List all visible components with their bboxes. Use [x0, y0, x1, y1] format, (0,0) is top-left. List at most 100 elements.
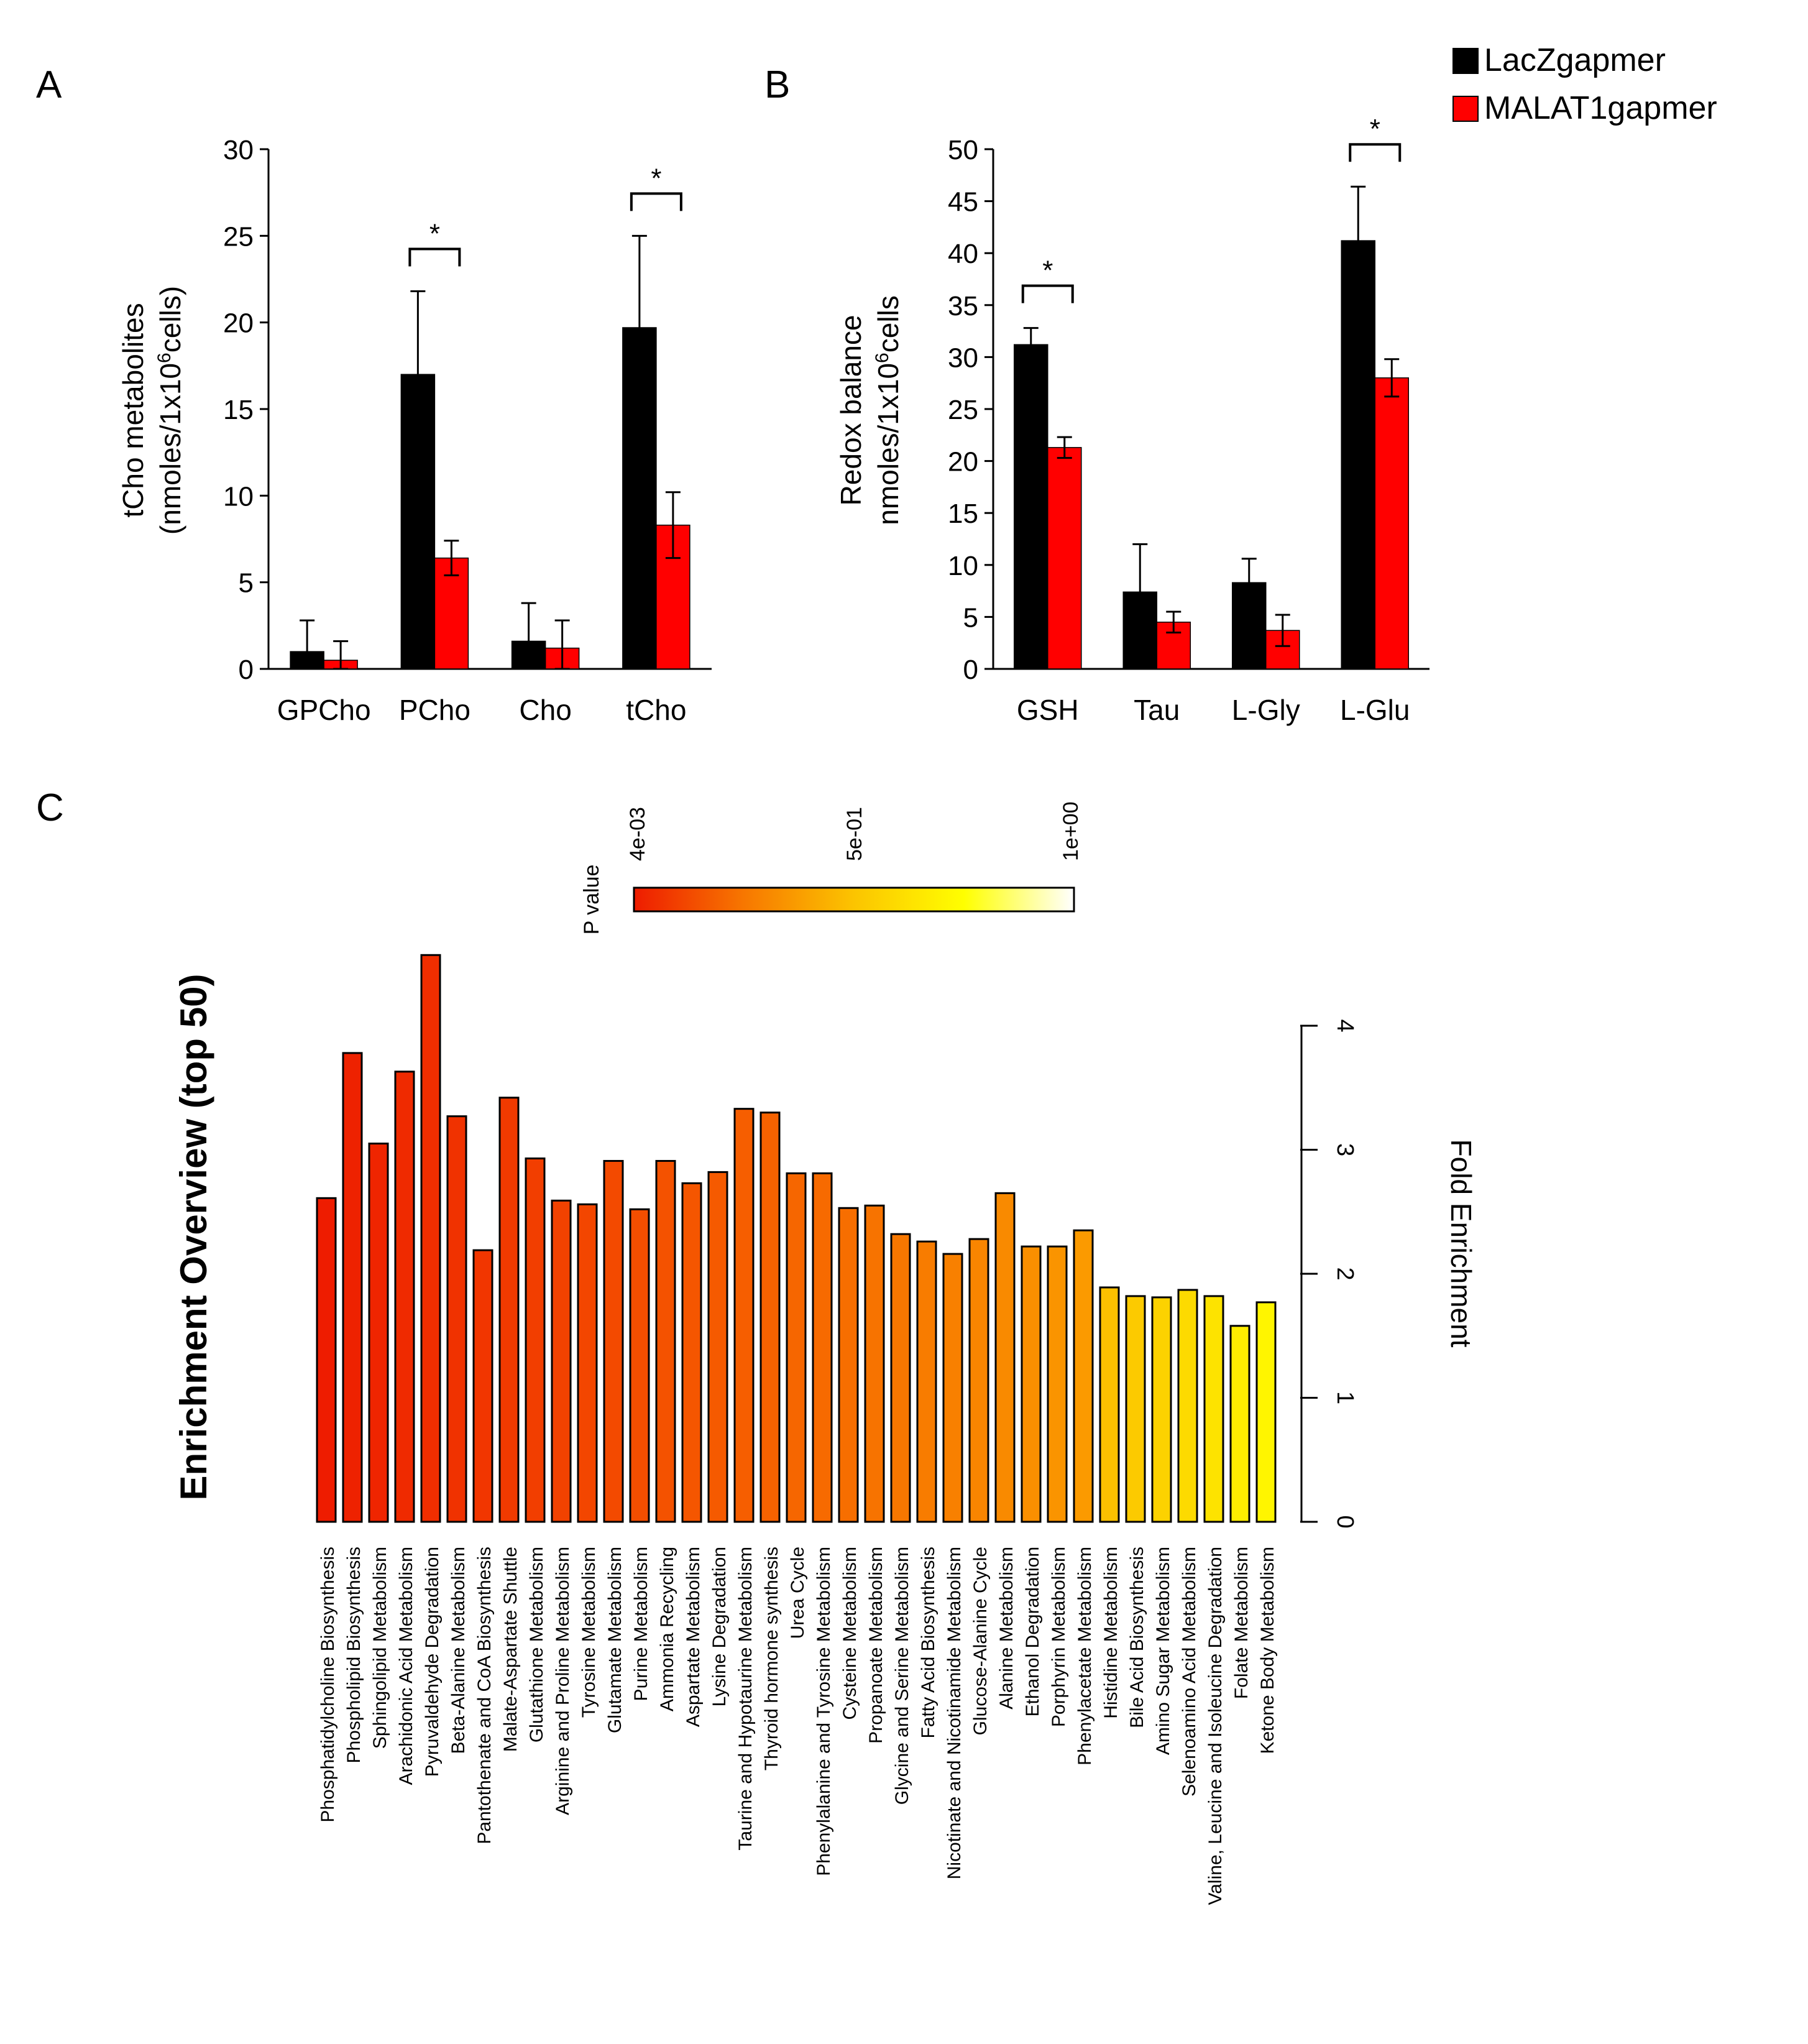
legend-label-lacz: LacZgapmer	[1484, 42, 1666, 78]
pathway-label: Porphyrin Metabolism	[1049, 1547, 1069, 1727]
enrichment-bar	[1125, 1295, 1146, 1523]
panel-label-c: C	[36, 786, 64, 829]
panel-a-significance-star: *	[429, 219, 440, 249]
pathway-label: Phosphatidylcholine Biosynthesis	[318, 1547, 338, 1823]
enrichment-bar	[1099, 1286, 1120, 1523]
pathway-label: Purine Metabolism	[631, 1547, 651, 1701]
panel-b-ytick-label: 15	[948, 499, 978, 529]
enrichment-bar	[420, 954, 441, 1523]
enrichment-bar	[994, 1192, 1016, 1523]
panel-c-chart: Enrichment Overview (top 50) Fold Enrich…	[173, 954, 1477, 1905]
enrichment-bar	[786, 1172, 807, 1523]
enrichment-bar	[890, 1233, 911, 1523]
pathway-label: Taurine and Hypotaurine Metabolism	[735, 1547, 756, 1851]
panel-c-ytick-label: 1	[1332, 1391, 1358, 1404]
enrichment-bar	[1255, 1301, 1277, 1523]
panel-a-xtick-label: GPCho	[277, 694, 371, 726]
colorbar-tick-min: 4e-03	[626, 807, 649, 861]
enrichment-bar	[368, 1143, 389, 1523]
panel-b-ytick-label: 10	[948, 551, 978, 581]
panel-a-error-bar	[554, 619, 570, 670]
panel-b-xtick-label: Tau	[1134, 694, 1180, 726]
pathway-label: Ketone Body Metabolism	[1257, 1547, 1278, 1754]
enrichment-bar	[655, 1159, 676, 1523]
panel-a-ytick-label: 0	[239, 655, 254, 685]
pathway-label: Aspartate Metabolism	[683, 1547, 704, 1727]
panel-b-ytick-label: 25	[948, 395, 978, 425]
pathway-label: Phenylalanine and Tyrosine Metabolism	[814, 1547, 834, 1876]
pathway-label: Cysteine Metabolism	[840, 1547, 860, 1719]
panel-b-ytick-label: 50	[948, 135, 978, 165]
colorbar-tick-mid: 5e-01	[843, 807, 866, 861]
panel-b-error-bar	[1275, 614, 1290, 647]
enrichment-bar	[629, 1208, 650, 1523]
pathway-label: Sphingolipid Metabolism	[370, 1547, 390, 1749]
pathway-label: Glucose-Alanine Cycle	[970, 1547, 991, 1735]
enrichment-bar	[681, 1182, 702, 1523]
panel-label-b: B	[764, 63, 790, 106]
pathway-label: Glutamate Metabolism	[605, 1547, 625, 1733]
pathway-label: Bile Acid Biosynthesis	[1127, 1547, 1147, 1728]
panel-a-xtick-label: PCho	[399, 694, 470, 726]
pathway-label: Phenylacetate Metabolism	[1075, 1547, 1095, 1765]
panel-a-error-bar	[665, 491, 681, 559]
enrichment-bar	[1151, 1296, 1172, 1523]
pathway-label: Beta-Alanine Metabolism	[448, 1547, 469, 1754]
panel-b-ytick-label: 0	[963, 655, 978, 685]
panel-a-ytick-label: 30	[223, 135, 254, 165]
panel-b-error-bar	[1023, 327, 1039, 362]
enrichment-bar	[1021, 1245, 1042, 1523]
pathway-label: Tyrosine Metabolism	[579, 1547, 599, 1718]
panel-b-error-bar	[1384, 358, 1400, 398]
pathway-label: Pantothenate and CoA Biosynthesis	[474, 1547, 495, 1844]
panel-b-error-bar	[1241, 558, 1257, 608]
enrichment-bar	[603, 1159, 624, 1523]
panel-c-ylabel: Fold Enrichment	[1445, 1139, 1477, 1348]
enrichment-bar	[472, 1249, 493, 1523]
colorbar-gradient	[633, 886, 1075, 913]
pathway-label: Selenoamino Acid Metabolism	[1179, 1547, 1200, 1797]
panel-a-xtick-label: tCho	[626, 694, 686, 726]
enrichment-bar	[916, 1240, 937, 1523]
panel-a-chart: tCho metabolites (nmoles/1x106cells) 0 5 1…	[117, 135, 712, 726]
enrichment-bar	[942, 1253, 963, 1523]
pathway-label: Malate-Aspartate Shuttle	[500, 1547, 521, 1752]
panel-b-bar-lacz	[1014, 344, 1049, 670]
panel-b-significance-bracket	[1349, 143, 1402, 162]
panel-a-ylabel-line2: (nmoles/1x106cells)	[154, 286, 186, 535]
pathway-label: Propanoate Metabolism	[866, 1547, 886, 1744]
panel-b-xtick-label: L-Glu	[1340, 694, 1410, 726]
panel-c-ytick-label: 2	[1332, 1267, 1358, 1280]
colorbar-label: P value	[580, 865, 603, 935]
panel-label-a: A	[36, 63, 62, 106]
enrichment-bar	[394, 1070, 415, 1523]
panel-b-ylabel-line1: Redox balance	[835, 315, 867, 506]
panel-a-ytick-label: 5	[239, 568, 254, 599]
legend-label-malat1: MALAT1gapmer	[1484, 90, 1717, 126]
panel-b-ytick-label: 35	[948, 291, 978, 321]
enrichment-bar	[1047, 1245, 1068, 1523]
enrichment-bar	[1073, 1229, 1094, 1523]
panel-a-significance-bracket	[408, 247, 461, 267]
panel-a-xtick-label: Cho	[519, 694, 571, 726]
pathway-label: Alanine Metabolism	[996, 1547, 1017, 1710]
enrichment-bar	[525, 1157, 546, 1523]
panel-b-ytick-label: 5	[963, 602, 978, 633]
enrichment-bar	[707, 1171, 728, 1523]
panel-a-significance-star: *	[651, 163, 661, 193]
panel-a-significance-bracket	[630, 192, 682, 211]
panel-c-title: Enrichment Overview (top 50)	[173, 974, 214, 1501]
panel-b-ytick-label: 40	[948, 239, 978, 269]
pathway-label: Fatty Acid Biosynthesis	[918, 1547, 938, 1738]
panel-c-ytick-label: 3	[1332, 1143, 1358, 1156]
panel-b-chart: Redox balance nmoles/1x106cells 0 5 10 15 20…	[835, 114, 1429, 726]
pathway-label: Pyruvaldehyde Degradation	[422, 1547, 443, 1777]
panel-b-error-bar	[1166, 610, 1182, 633]
panel-a-error-bar	[333, 640, 349, 670]
pathway-label: Folate Metabolism	[1231, 1547, 1252, 1699]
enrichment-bar	[498, 1097, 520, 1523]
panel-a-error-bar	[631, 234, 647, 421]
panel-c-ytick-label: 0	[1332, 1515, 1358, 1528]
panel-b-xtick-label: L-Gly	[1232, 694, 1300, 726]
panel-c-ytick-label: 4	[1332, 1019, 1358, 1032]
